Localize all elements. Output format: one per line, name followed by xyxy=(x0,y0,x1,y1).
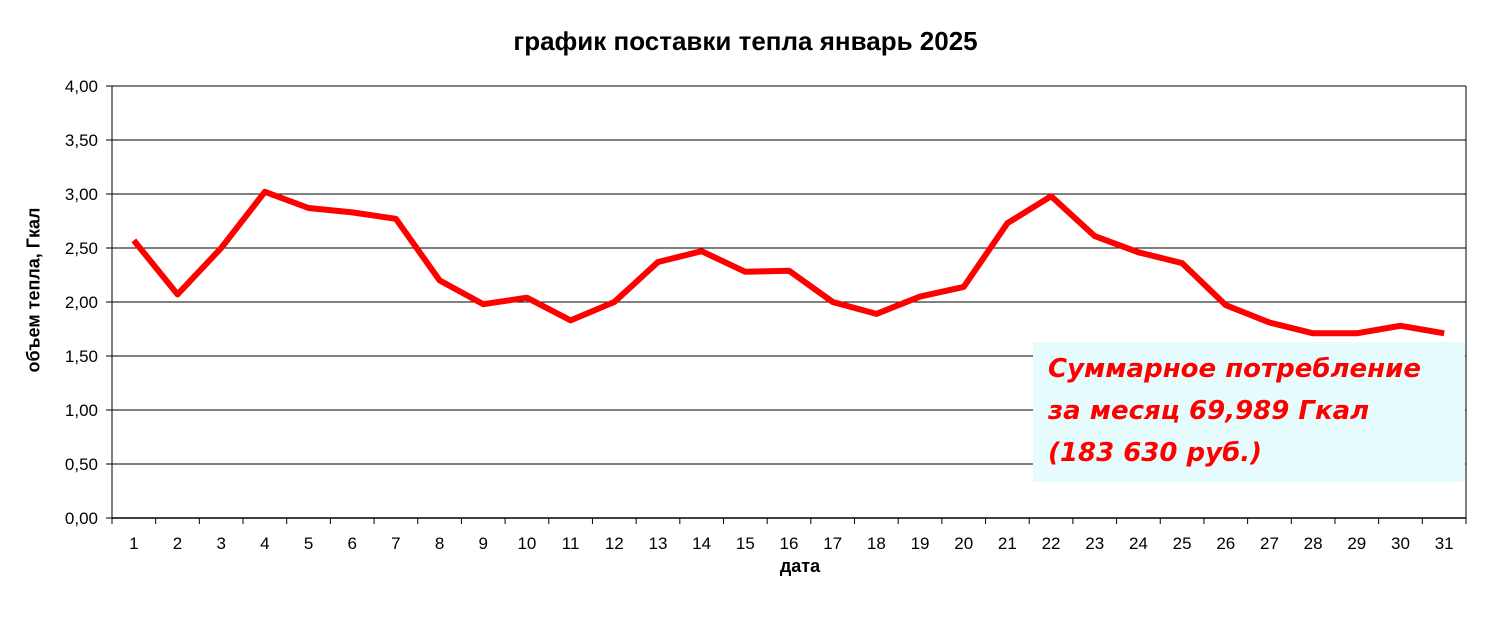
x-tick-label: 7 xyxy=(391,534,400,553)
data-point xyxy=(789,270,790,271)
x-tick-label: 3 xyxy=(216,534,225,553)
data-point xyxy=(1444,333,1445,334)
x-tick-label: 2 xyxy=(173,534,182,553)
y-tick-label: 0,50 xyxy=(65,455,98,474)
x-tick-label: 18 xyxy=(867,534,886,553)
data-point xyxy=(264,191,265,192)
x-tick-label: 4 xyxy=(260,534,269,553)
data-point xyxy=(1138,252,1139,253)
x-tick-label: 29 xyxy=(1347,534,1366,553)
x-tick-label: 6 xyxy=(347,534,356,553)
x-tick-label: 28 xyxy=(1304,534,1323,553)
x-tick-label: 5 xyxy=(304,534,313,553)
x-tick-label: 14 xyxy=(692,534,711,553)
data-point xyxy=(614,302,615,303)
y-axis-label: объем тепла, Гкал xyxy=(23,207,44,373)
data-point xyxy=(395,218,396,219)
y-tick-label: 0,00 xyxy=(65,509,98,528)
y-tick-label: 2,00 xyxy=(65,293,98,312)
series-line xyxy=(131,188,1445,337)
data-point xyxy=(1007,223,1008,224)
data-point xyxy=(1182,263,1183,264)
data-point xyxy=(920,296,921,297)
annotation-line-2: за месяц 69,989 Гкал xyxy=(1048,396,1370,426)
data-point xyxy=(1225,305,1226,306)
data-point xyxy=(701,251,702,252)
y-tick-label: 3,00 xyxy=(65,185,98,204)
chart-title: график поставки тепла январь 2025 xyxy=(513,26,978,56)
x-tick-label: 22 xyxy=(1042,534,1061,553)
data-point xyxy=(1313,333,1314,334)
x-tick-label: 11 xyxy=(562,534,580,553)
annotation-line-3: (183 630 руб.) xyxy=(1048,438,1263,468)
x-tick-label: 19 xyxy=(911,534,930,553)
x-tick-label: 26 xyxy=(1216,534,1235,553)
y-tick-label: 4,00 xyxy=(65,77,98,96)
x-tick-label: 23 xyxy=(1085,534,1104,553)
x-tick-label: 1 xyxy=(129,534,138,553)
data-point xyxy=(308,208,309,209)
data-point xyxy=(745,271,746,272)
data-point xyxy=(221,248,222,249)
y-tick-label: 2,50 xyxy=(65,239,98,258)
x-tick-label: 9 xyxy=(479,534,488,553)
data-point xyxy=(177,294,178,295)
x-tick-label: 25 xyxy=(1173,534,1192,553)
total-consumption-annotation: Суммарное потребление за месяц 69,989 Гк… xyxy=(1033,342,1465,482)
data-point xyxy=(876,313,877,314)
data-point xyxy=(832,302,833,303)
data-point xyxy=(657,262,658,263)
x-tick-label: 24 xyxy=(1129,534,1148,553)
data-point xyxy=(1400,325,1401,326)
x-tick-label: 10 xyxy=(517,534,536,553)
data-point xyxy=(1356,333,1357,334)
x-tick-label: 21 xyxy=(998,534,1017,553)
data-point xyxy=(1094,236,1095,237)
data-point xyxy=(133,240,134,241)
x-tick-label: 20 xyxy=(954,534,973,553)
x-tick-label: 16 xyxy=(780,534,799,553)
data-point xyxy=(963,286,964,287)
x-tick-label: 27 xyxy=(1260,534,1279,553)
y-tick-label: 1,00 xyxy=(65,401,98,420)
x-tick-label: 15 xyxy=(736,534,755,553)
y-tick-label: 1,50 xyxy=(65,347,98,366)
data-point xyxy=(1051,196,1052,197)
data-point xyxy=(1269,322,1270,323)
y-tick-label: 3,50 xyxy=(65,131,98,150)
x-tick-label: 17 xyxy=(823,534,842,553)
x-tick-label: 31 xyxy=(1435,534,1454,553)
data-point xyxy=(439,280,440,281)
x-axis-label: дата xyxy=(779,556,821,576)
data-point xyxy=(352,212,353,213)
data-point xyxy=(570,320,571,321)
x-tick-label: 30 xyxy=(1391,534,1410,553)
data-point xyxy=(483,304,484,305)
x-tick-label: 12 xyxy=(605,534,624,553)
x-tick-label: 13 xyxy=(649,534,668,553)
data-point xyxy=(526,297,527,298)
annotation-line-1: Суммарное потребление xyxy=(1048,354,1421,384)
x-tick-label: 8 xyxy=(435,534,444,553)
